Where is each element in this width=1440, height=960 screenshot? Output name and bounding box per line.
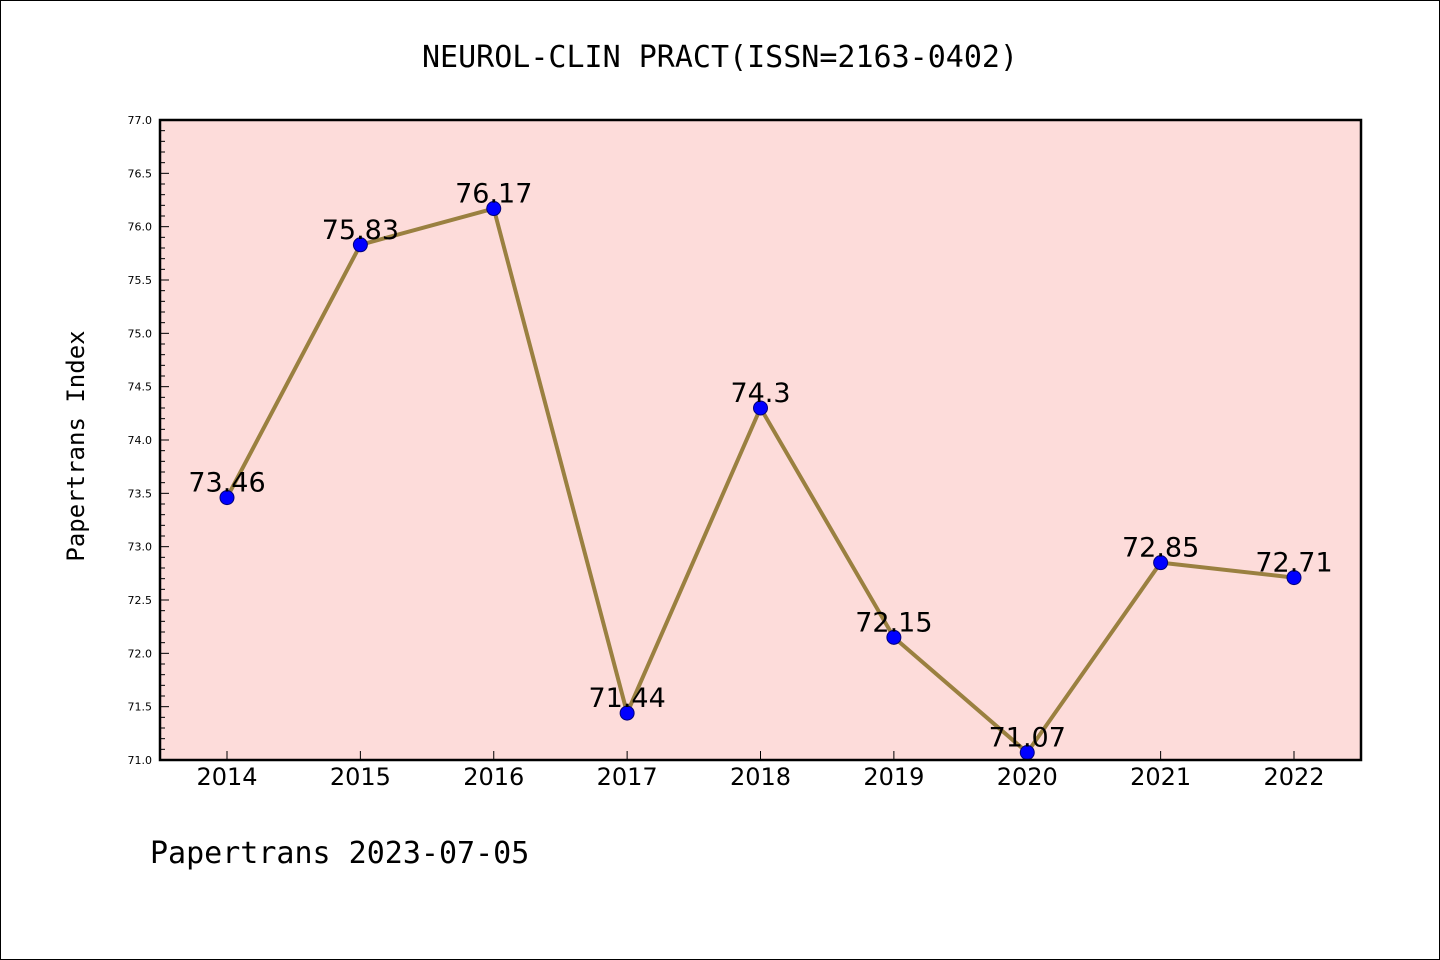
data-point-marker	[486, 201, 502, 217]
x-tick-label: 2021	[1130, 763, 1191, 791]
data-point-marker	[352, 237, 368, 253]
markers-group	[219, 201, 1302, 761]
x-tick-label: 2016	[463, 763, 524, 791]
data-point-marker	[1153, 555, 1169, 571]
data-point-marker	[886, 629, 902, 645]
data-point-marker	[753, 400, 768, 416]
y-tick-label: 74.0	[128, 434, 153, 447]
footer-text: Papertrans 2023-07-05	[150, 836, 529, 871]
data-label: 71.07	[989, 723, 1066, 754]
y-tick-label: 72.5	[128, 594, 153, 607]
data-label: 73.46	[188, 468, 265, 499]
y-tick-label: 75.5	[128, 274, 153, 287]
y-axis-label: Papertrans Index	[62, 330, 90, 561]
data-label: 72.15	[855, 607, 932, 638]
plot-border	[158, 118, 1363, 762]
y-tick-label: 73.0	[128, 541, 153, 554]
data-label: 74.3	[730, 378, 790, 409]
y-tick-label: 72.0	[128, 647, 153, 660]
x-tick-label: 2014	[196, 763, 257, 791]
x-tick-label: 2015	[330, 763, 391, 791]
data-point-marker	[219, 490, 235, 506]
y-tick-label: 74.5	[128, 381, 153, 394]
x-tick-label: 2019	[863, 763, 924, 791]
data-label: 72.71	[1255, 548, 1332, 579]
data-point-marker	[1286, 570, 1302, 586]
data-labels-group: 73.46 75.83 76.17 71.44 74.3 72.15 71.07 72.85 7…	[188, 179, 1332, 754]
y-axis-ticks: 71.0 71.5 72.0 72.5 73.0 73.5 74.0 74.5 75.0 75.5…	[128, 114, 169, 767]
y-tick-label: 76.5	[128, 167, 153, 180]
plot-area	[160, 120, 1361, 760]
y-tick-label: 76.0	[128, 221, 153, 234]
y-tick-label: 71.0	[128, 754, 153, 767]
data-point-marker	[619, 705, 635, 721]
data-label: 76.17	[455, 179, 532, 210]
y-tick-label: 75.0	[128, 327, 153, 340]
x-tick-label: 2022	[1263, 763, 1324, 791]
data-label: 71.44	[588, 683, 665, 714]
data-label: 72.85	[1122, 533, 1199, 564]
y-tick-label: 73.5	[128, 487, 153, 500]
x-axis-ticks: 2014 2015 2016 2017 2018 2019 2020 2021 2022	[196, 751, 1325, 791]
y-tick-label: 71.5	[128, 701, 153, 714]
x-tick-label: 2017	[597, 763, 658, 791]
chart-title: NEUROL-CLIN PRACT(ISSN=2163-0402)	[422, 40, 1018, 75]
y-tick-label: 77.0	[128, 114, 153, 127]
x-tick-label: 2020	[997, 763, 1058, 791]
x-tick-label: 2018	[730, 763, 791, 791]
data-label: 75.83	[322, 215, 399, 246]
